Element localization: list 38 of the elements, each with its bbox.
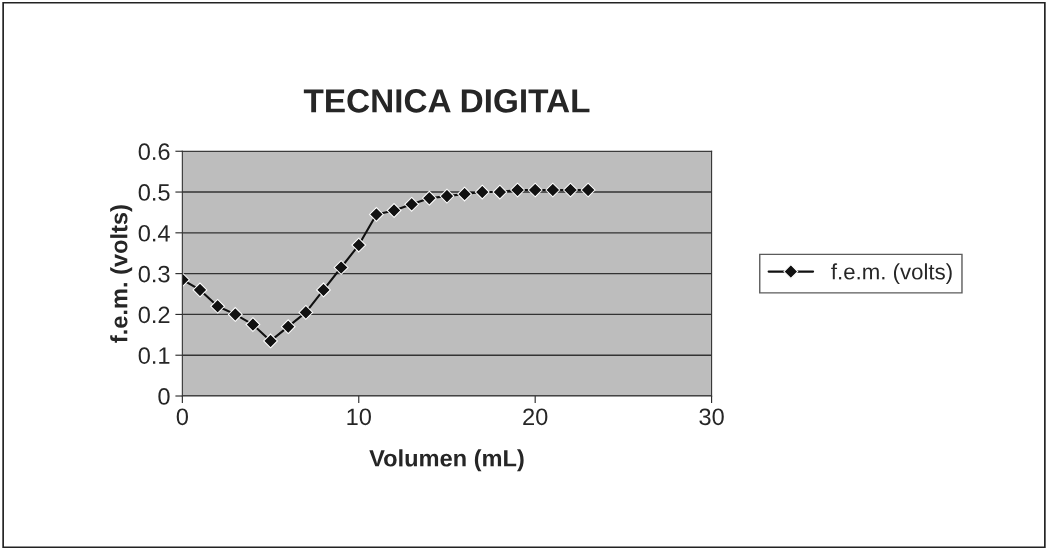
y-tick-label: 0.4	[138, 224, 170, 242]
point	[263, 333, 278, 349]
y-tick-label: 0.2	[138, 306, 170, 324]
point	[280, 319, 296, 335]
y-tick-label: 0.3	[138, 265, 170, 283]
point	[386, 203, 402, 218]
x-tick-label: 20	[523, 408, 548, 426]
point	[421, 190, 437, 206]
point	[439, 188, 455, 204]
point	[492, 184, 508, 200]
legend-label: f.e.m. (volts)	[831, 263, 952, 284]
point	[369, 207, 384, 222]
point	[192, 282, 208, 298]
y-tick-label: 0	[158, 388, 170, 405]
point	[474, 184, 490, 200]
x-tick-label: 10	[347, 408, 371, 426]
point	[404, 196, 420, 212]
point	[298, 304, 314, 320]
point	[563, 182, 578, 198]
x-axis-title: Volumen (mL)	[369, 449, 524, 472]
point	[457, 186, 473, 202]
x-tick-label: 30	[699, 408, 724, 426]
point	[527, 182, 543, 198]
point	[333, 260, 349, 275]
point	[316, 282, 331, 298]
chart-title: TECNICA DIGITAL	[303, 89, 590, 113]
point	[227, 307, 243, 322]
point	[545, 182, 561, 198]
y-axis-title: f.e.m. (volts)	[110, 205, 133, 343]
y-tick-label: 0.5	[138, 184, 170, 201]
point	[351, 237, 367, 253]
point	[245, 317, 261, 333]
y-tick-label: 0.1	[138, 347, 170, 364]
point	[210, 298, 226, 314]
point	[510, 182, 525, 198]
y-tick-label: 0.6	[138, 143, 170, 161]
x-tick-label: 0	[176, 408, 188, 426]
point	[580, 182, 596, 198]
